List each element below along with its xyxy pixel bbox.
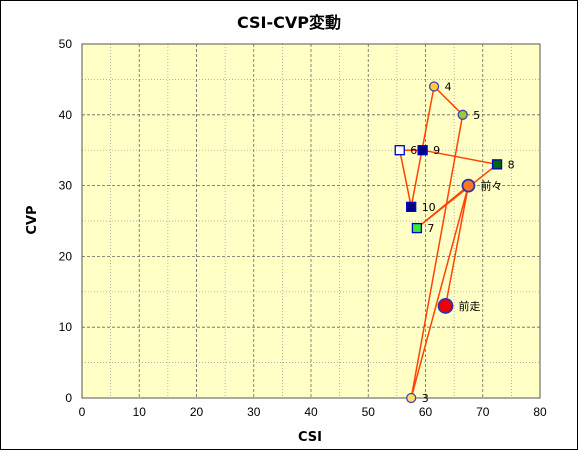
data-label: 前走 [459,299,481,313]
y-tick-label: 0 [65,391,72,405]
x-tick-label: 0 [79,405,86,419]
x-tick-label: 10 [133,405,147,419]
data-point [437,298,454,314]
plot-border [81,43,541,399]
data-label: 8 [508,158,515,171]
x-tick-label: 70 [476,405,490,419]
data-point [461,178,476,193]
data-label: 3 [422,392,429,405]
y-tick-label: 10 [59,320,73,334]
data-point [406,392,417,404]
data-label: 7 [427,222,434,235]
data-label: 6 [410,144,417,157]
data-label: 4 [445,80,452,93]
data-point [428,81,440,92]
x-tick-label: 30 [247,405,261,419]
data-label: 9 [433,144,440,157]
data-point [417,145,428,156]
data-label: 前々 [480,179,502,193]
data-label: 5 [473,109,480,122]
data-point [406,201,417,212]
data-label: 10 [422,201,436,214]
x-tick-label: 40 [304,405,318,419]
data-point [491,159,503,170]
data-point [457,109,468,120]
x-tick-label: 60 [419,405,433,419]
y-axis-title: CVP [25,205,40,234]
x-tick-label: 20 [190,405,204,419]
data-point [411,222,423,234]
y-tick-label: 30 [59,179,73,193]
chart-title: CSI-CVP変動 [237,13,341,32]
y-tick-label: 20 [59,249,73,263]
x-tick-label: 50 [362,405,376,419]
x-axis-title: CSI [298,430,322,445]
y-tick-label: 40 [59,108,73,122]
data-point [394,145,405,156]
x-tick-label: 80 [533,405,547,419]
y-tick-label: 50 [59,37,73,51]
